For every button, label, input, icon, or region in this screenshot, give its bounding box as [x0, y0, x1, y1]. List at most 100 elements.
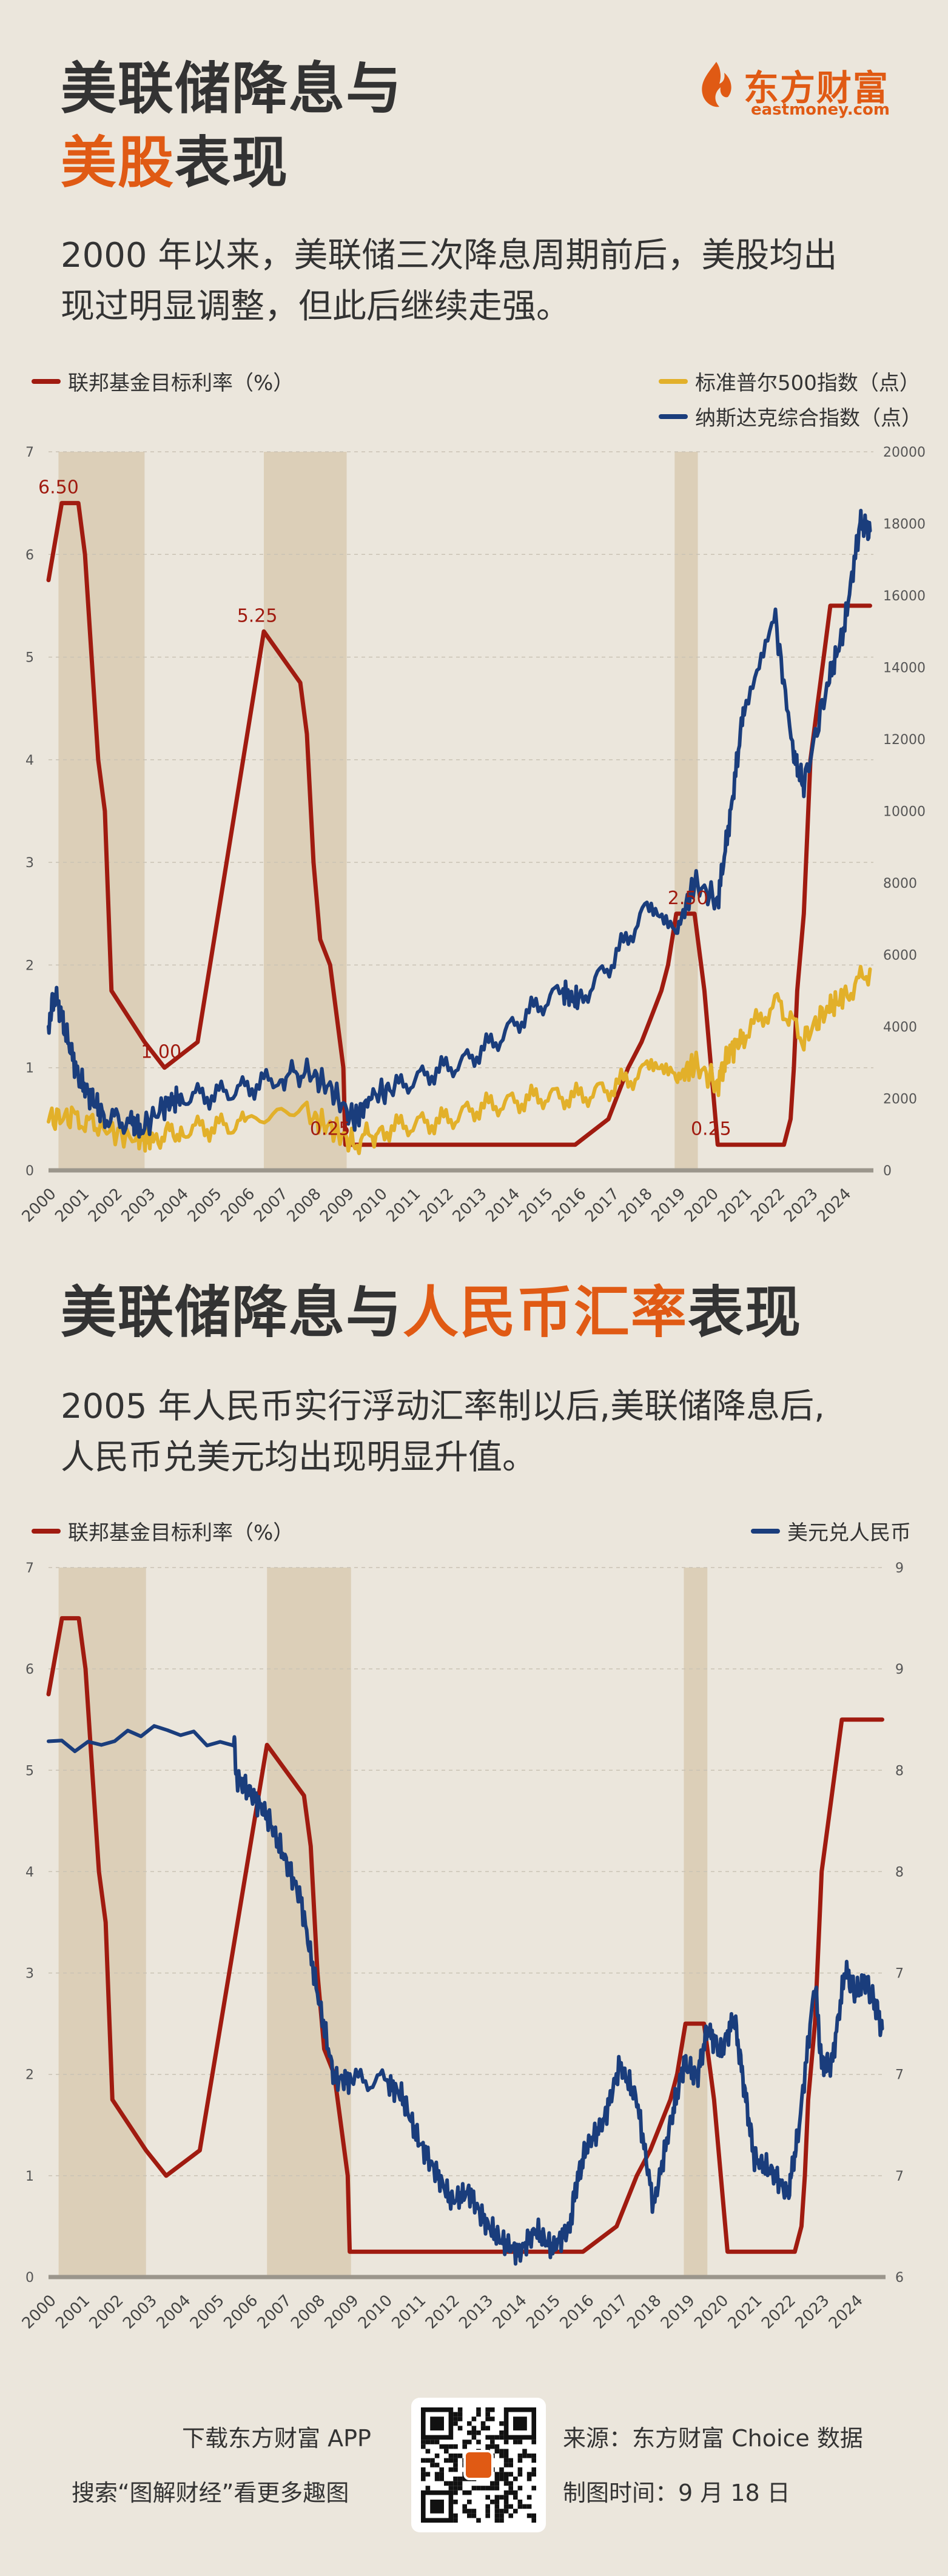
qr-module [531, 2458, 536, 2463]
x-tick-label: 2002 [85, 1185, 126, 1226]
qr-module [448, 2481, 454, 2486]
qr-module [453, 2454, 458, 2458]
y-right-tick-label: 2000 [883, 1092, 917, 1107]
qr-module [490, 2417, 495, 2421]
qr-module [453, 2477, 458, 2481]
qr-module [476, 2486, 481, 2490]
x-tick-label: 2005 [187, 2292, 228, 2333]
qr-module [508, 2486, 513, 2490]
qr-module [494, 2495, 500, 2500]
qr-module [494, 2513, 500, 2518]
y-left-tick-label: 7 [25, 445, 34, 460]
qr-module [467, 2430, 472, 2435]
qr-module [503, 2477, 509, 2481]
y-left-tick-label: 3 [25, 1967, 34, 1982]
legend-swatch [32, 378, 61, 384]
legend-swatch [751, 1528, 780, 1534]
qr-module [467, 2440, 472, 2444]
x-tick-label: 2004 [153, 2292, 194, 2333]
legend-swatch [659, 414, 688, 419]
qr-module [508, 2504, 513, 2509]
qr-module [457, 2407, 463, 2412]
legend-label: 纳斯达克综合指数（点） [695, 406, 922, 431]
qr-module [421, 2444, 426, 2449]
recession-shade [58, 452, 145, 1170]
x-tick-label: 2015 [516, 1185, 557, 1226]
qr-module [490, 2486, 495, 2490]
qr-module [499, 2509, 504, 2514]
x-tick-label: 2008 [284, 1185, 325, 1226]
qr-code-icon [421, 2407, 536, 2523]
qr-finder [513, 2417, 527, 2430]
qr-module [503, 2440, 509, 2444]
x-tick-label: 2010 [350, 1185, 391, 1226]
qr-module [471, 2435, 477, 2440]
page-title-line2: 美股表现 [61, 130, 289, 196]
x-tick-label: 2020 [691, 2292, 732, 2333]
x-tick-label: 2013 [456, 2292, 497, 2333]
qr-module [508, 2458, 513, 2463]
subtitle-line: 2000 年以来，美联储三次降息周期前后，美股均出 [61, 236, 838, 275]
qr-module [476, 2430, 481, 2435]
qr-module [485, 2435, 490, 2440]
x-tick-label: 2021 [725, 2292, 766, 2333]
x-tick-label: 2008 [287, 2292, 329, 2333]
qr-module [462, 2440, 467, 2444]
qr-module [503, 2463, 509, 2467]
qr-module [421, 2472, 426, 2477]
y-right-tick-label: 18000 [883, 517, 926, 532]
y-right-tick-label: 6 [895, 2270, 904, 2286]
x-tick-label: 2012 [416, 1185, 457, 1226]
qr-module [513, 2509, 518, 2514]
qr-module [444, 2449, 449, 2454]
qr-module [448, 2458, 454, 2463]
series-line [46, 1616, 884, 2254]
x-tick-label: 2024 [825, 2292, 867, 2333]
qr-module [421, 2440, 426, 2444]
y-left-tick-label: 0 [25, 1164, 34, 1179]
qr-module [494, 2518, 500, 2523]
qr-module [485, 2417, 490, 2421]
qr-module [485, 2426, 490, 2430]
legend-fed-rate: 联邦基金目标利率（%） [32, 366, 294, 396]
y-right-tick-label: 7 [895, 2169, 904, 2184]
qr-module [462, 2504, 467, 2509]
qr-module [485, 2407, 490, 2412]
qr-module [444, 2458, 449, 2463]
qr-module [448, 2454, 454, 2458]
qr-module [457, 2412, 463, 2417]
rate-annotation: 5.25 [237, 605, 278, 626]
qr-module [425, 2486, 431, 2490]
y-right-tick-label: 8000 [883, 876, 917, 891]
qr-module [457, 2426, 463, 2430]
footer-download: 下载东方财富 APP [182, 2425, 371, 2452]
chart-fed-vs-us-stocks: 0 1 2 3 4 5 6 7 0 2000 4000 6000 8000 10000 12000 14000… [19, 445, 926, 1226]
x-tick-label: 2000 [19, 1185, 60, 1226]
qr-module [531, 2440, 536, 2444]
qr-module [522, 2454, 527, 2458]
qr-module [434, 2440, 440, 2444]
qr-module [467, 2509, 472, 2514]
qr-module [485, 2509, 490, 2514]
qr-module [517, 2458, 523, 2463]
qr-module [490, 2435, 495, 2440]
recession-shade [674, 452, 698, 1170]
legend-label: 联邦基金目标利率（%） [68, 1521, 294, 1545]
qr-module [485, 2486, 490, 2490]
qr-module [467, 2513, 472, 2518]
chart-fed-vs-cny: 0 1 2 3 4 5 6 7 6 7 7 7 8 8 9 9 200020012002200320042005… [19, 1561, 904, 2333]
qr-module [430, 2440, 435, 2444]
qr-module [508, 2490, 513, 2495]
qr-module [526, 2504, 532, 2509]
y-right-tick-label: 8 [895, 1763, 904, 1779]
x-tick-label: 2013 [449, 1185, 491, 1226]
qr-module [425, 2449, 431, 2454]
qr-module [490, 2440, 495, 2444]
footer-search-tip: 搜索“图解财经”看更多趣图 [72, 2480, 349, 2506]
qr-module [480, 2421, 486, 2426]
qr-module [531, 2518, 536, 2523]
qr-code[interactable] [411, 2398, 546, 2532]
qr-finder [430, 2417, 444, 2430]
brand-name-cn: 东方财富 [744, 67, 890, 109]
qr-module [490, 2444, 495, 2449]
